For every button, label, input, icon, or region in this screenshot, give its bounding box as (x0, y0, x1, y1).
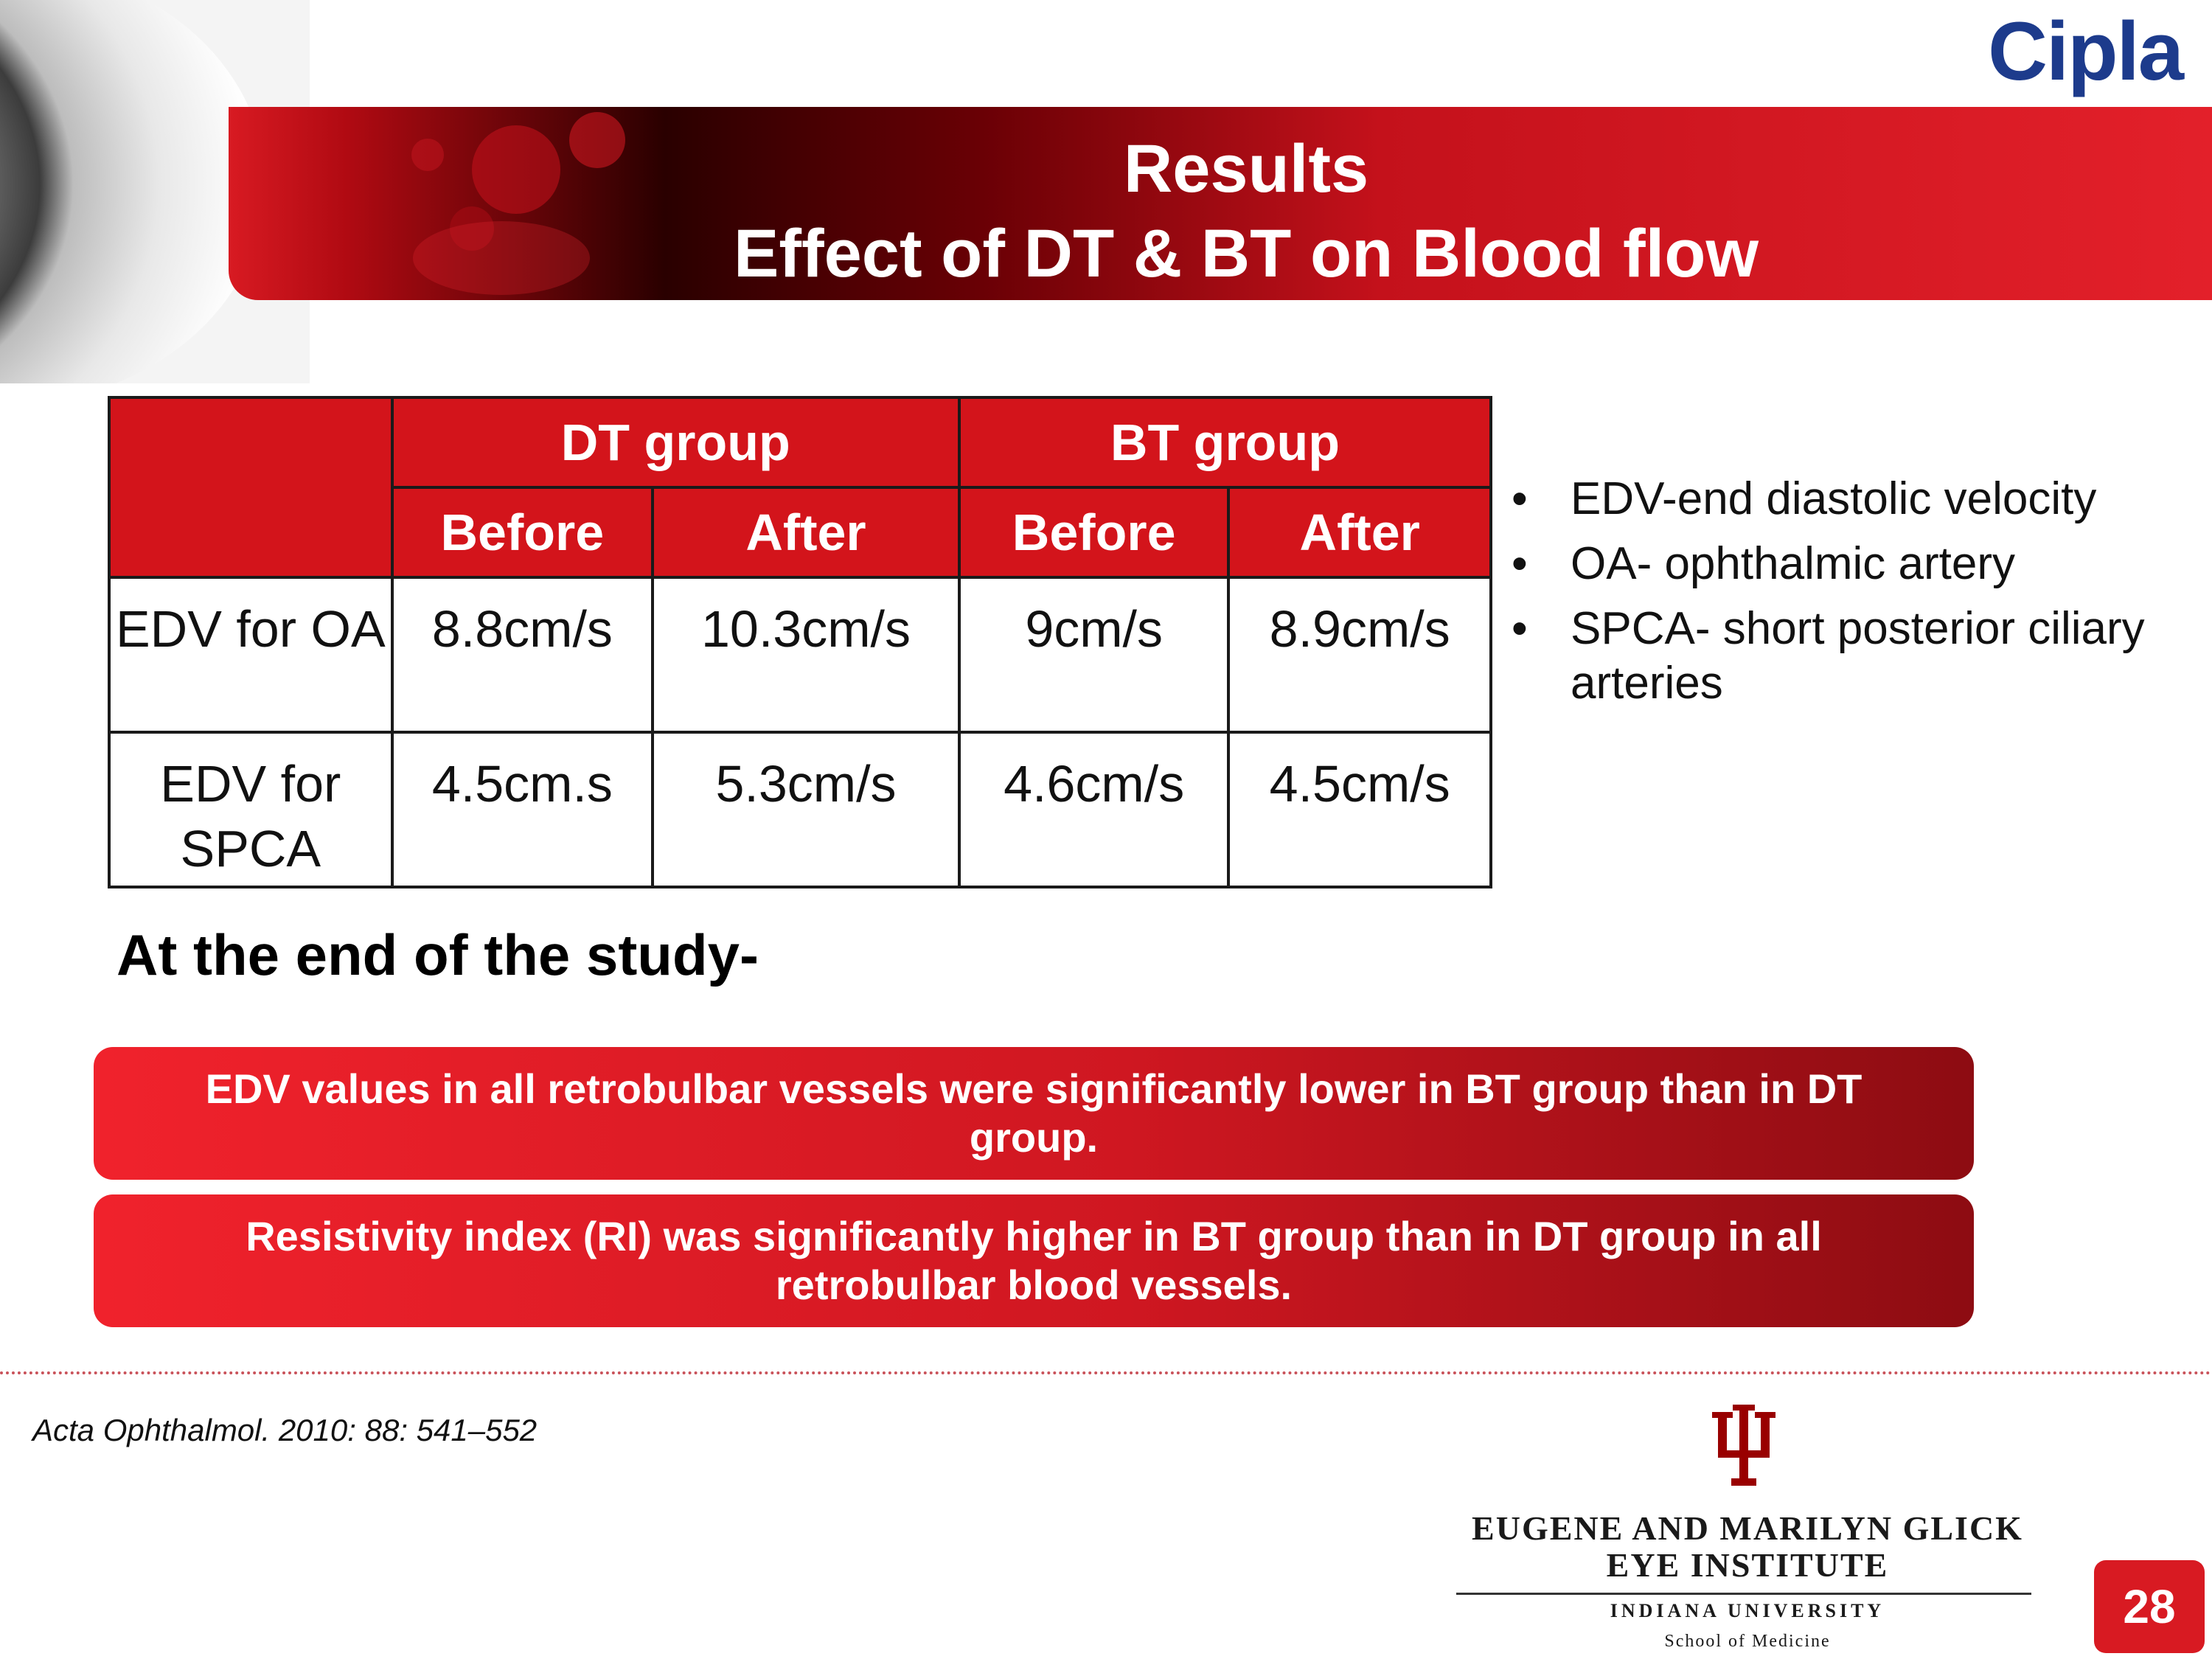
results-table: DT group BT group Before After Before Af… (108, 396, 1493, 888)
row-label: EDV for OA (115, 600, 386, 658)
list-item: OA- ophthalmic artery (1512, 537, 2175, 591)
table-cell: 10.3cm/s (701, 600, 911, 658)
title-banner (229, 107, 2212, 300)
bt-after-header: After (1227, 486, 1492, 579)
title-line-1: Results (1123, 131, 1369, 206)
dt-after-header: After (651, 486, 961, 579)
list-item: SPCA- short posterior ciliary arteries (1512, 602, 2175, 711)
table-cell: 5.3cm/s (715, 755, 897, 813)
title-line-2: Effect of DT & BT on Blood flow (733, 216, 1759, 291)
list-item: EDV-end diastolic velocity (1512, 472, 2175, 526)
table-cell: 8.9cm/s (1269, 600, 1450, 658)
institution-name: EUGENE AND MARILYN GLICK EYE INSTITUTE (1453, 1510, 2042, 1584)
finding-box: Resistivity index (RI) was significantly… (94, 1194, 1974, 1327)
finding-text: EDV values in all retrobulbar vessels we… (205, 1065, 1863, 1161)
finding-text: Resistivity index (RI) was significantly… (246, 1213, 1822, 1308)
bt-before-header: Before (957, 486, 1231, 579)
abbreviation-list: EDV-end diastolic velocity OA- ophthalmi… (1512, 472, 2175, 721)
table-cell: 4.5cm.s (431, 755, 613, 813)
table-cell: 4.6cm/s (1004, 755, 1185, 813)
slide-title: Results Effect of DT & BT on Blood flow (649, 125, 1843, 295)
bt-group-header: BT group (957, 396, 1493, 489)
blood-cells-image (411, 112, 625, 295)
study-heading: At the end of the study- (116, 922, 759, 987)
cipla-logo: Cipla (1988, 5, 2184, 97)
table-cell: 4.5cm/s (1269, 755, 1450, 813)
dt-before-header: Before (390, 486, 655, 579)
table-cell: 9cm/s (1025, 600, 1164, 658)
dt-group-header: DT group (390, 396, 961, 489)
university-name: INDIANA UNIVERSITY (1610, 1600, 1885, 1621)
finding-box: EDV values in all retrobulbar vessels we… (94, 1047, 1974, 1180)
table-row: EDV for OA 8.8cm/s 10.3cm/s 9cm/s 8.9cm/… (108, 576, 1492, 734)
divider (0, 1371, 2212, 1374)
page-number: 28 (2094, 1560, 2205, 1653)
institution-name-line-2: EYE INSTITUTE (1606, 1546, 1889, 1584)
iu-trident-icon (1712, 1405, 1775, 1486)
table-corner-cell (108, 396, 394, 579)
citation: Acta Ophthalmol. 2010: 88: 541–552 (32, 1413, 538, 1447)
institution-rule (1456, 1593, 2031, 1595)
table-row: EDV for SPCA 4.5cm.s 5.3cm/s 4.6cm/s 4.5… (108, 731, 1492, 888)
school-name: School of Medicine (1664, 1632, 1831, 1651)
row-label: EDV for SPCA (160, 755, 341, 877)
institution-name-line-1: EUGENE AND MARILYN GLICK (1472, 1509, 2023, 1547)
table-cell: 8.8cm/s (431, 600, 613, 658)
